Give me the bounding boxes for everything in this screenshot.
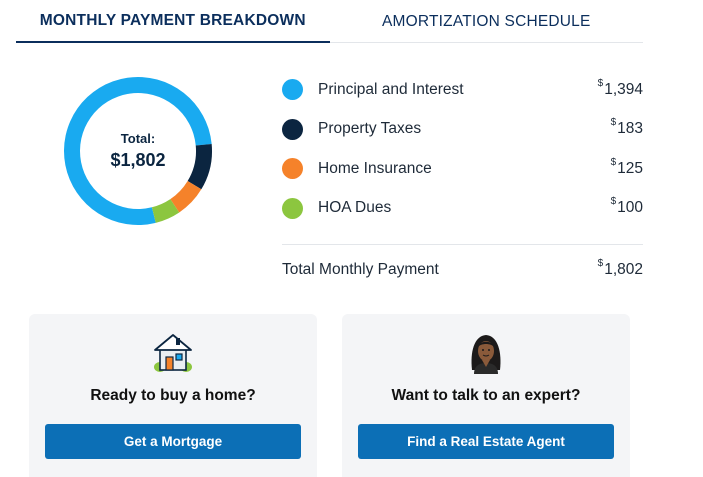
breakdown-label: HOA Dues	[318, 199, 392, 217]
breakdown-amount: $1,394	[597, 77, 643, 99]
breakdown-row-property-taxes: Property Taxes $183	[282, 110, 643, 150]
currency-symbol: $	[597, 258, 604, 269]
property-taxes-color-dot	[282, 118, 303, 140]
principal-interest-color-dot	[282, 79, 303, 101]
talk-to-expert-title: Want to talk to an expert?	[391, 387, 581, 404]
currency-symbol: $	[597, 77, 604, 89]
payment-donut-chart: Total: $1,802	[63, 76, 213, 226]
donut-center: Total: $1,802	[63, 76, 213, 226]
amount-value: 183	[617, 120, 643, 138]
breakdown-amount: $183	[610, 117, 643, 138]
buy-home-card: Ready to buy a home? Get a Mortgage	[29, 314, 317, 477]
home-insurance-color-dot	[282, 158, 303, 180]
breakdown-row-home-insurance: Home Insurance $125	[282, 149, 643, 189]
breakdown-row-hoa-dues: HOA Dues $100	[282, 189, 643, 229]
breakdown-label: Home Insurance	[318, 159, 432, 177]
hoa-dues-color-dot	[282, 197, 303, 219]
house-icon	[154, 334, 192, 372]
breakdown-label: Principal and Interest	[318, 80, 464, 98]
donut-total-value: $1,802	[110, 150, 166, 170]
currency-symbol: $	[610, 117, 617, 129]
currency-symbol: $	[610, 156, 617, 168]
amount-value: 125	[617, 159, 643, 177]
agent-avatar-icon	[471, 335, 501, 374]
donut-slice-hoa-dues	[151, 199, 180, 223]
breakdown-divider	[282, 244, 643, 245]
breakdown-row-principal-interest: Principal and Interest $1,394	[282, 70, 643, 110]
tab-bar: MONTHLY PAYMENT BREAKDOWN AMORTIZATION S…	[16, 0, 643, 43]
talk-to-expert-card: Want to talk to an expert? Find a Real E…	[342, 314, 630, 477]
tab-amortization-schedule[interactable]: AMORTIZATION SCHEDULE	[381, 12, 591, 30]
find-real-estate-agent-button[interactable]: Find a Real Estate Agent	[358, 424, 614, 459]
total-monthly-payment-label: Total Monthly Payment	[282, 261, 439, 278]
breakdown-label: Property Taxes	[318, 120, 422, 138]
tab-monthly-payment-breakdown[interactable]: MONTHLY PAYMENT BREAKDOWN	[16, 0, 330, 43]
breakdown-amount: $100	[610, 196, 643, 217]
amount-value: 100	[617, 199, 643, 217]
total-monthly-payment-amount: $1,802	[597, 258, 643, 279]
currency-symbol: $	[610, 196, 617, 208]
breakdown-amount: $125	[610, 156, 643, 178]
total-monthly-payment-row: Total Monthly Payment $1,802	[282, 258, 643, 282]
donut-slice-home-insurance	[170, 181, 202, 213]
get-a-mortgage-button[interactable]: Get a Mortgage	[45, 424, 301, 459]
amount-value: 1,394	[604, 80, 643, 98]
payment-breakdown-list: Principal and Interest $1,394 Property T…	[282, 70, 643, 228]
donut-total-label: Total:	[120, 131, 156, 146]
amount-value: 1,802	[604, 261, 643, 278]
donut-slice-property-taxes	[187, 144, 212, 190]
donut-svg	[64, 77, 212, 226]
buy-home-title: Ready to buy a home?	[90, 387, 256, 404]
